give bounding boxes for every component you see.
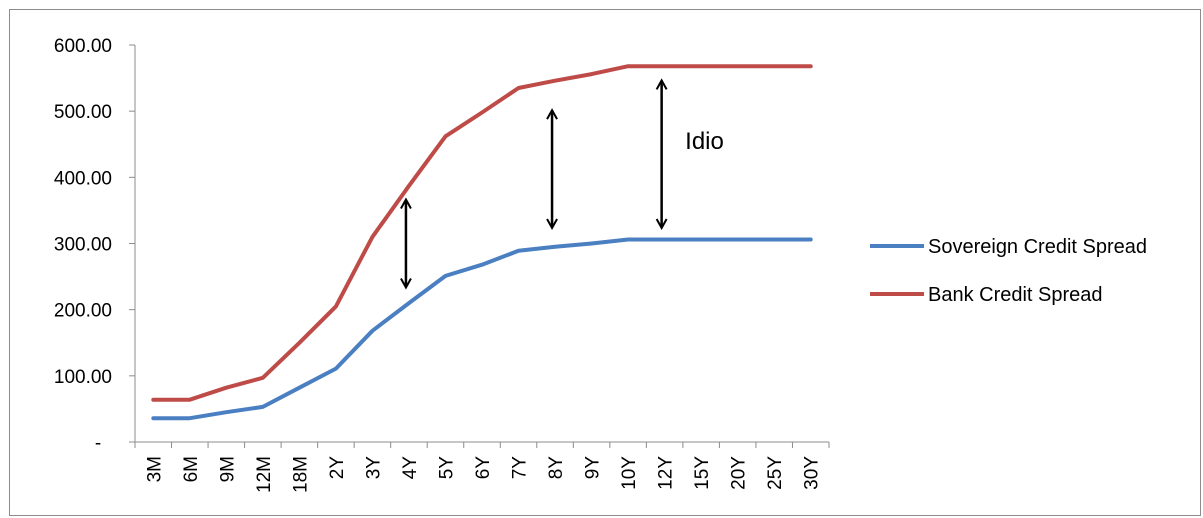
x-tick-label: 18M	[290, 456, 311, 493]
series-lines	[151, 64, 813, 421]
x-tick-label: 30Y	[802, 456, 823, 490]
y-tick-label: 400.00	[54, 168, 112, 189]
chart-frame	[9, 9, 1201, 516]
x-tick-label: 3Y	[363, 456, 384, 480]
x-tick-label: 12M	[254, 456, 275, 493]
x-tick-label: 5Y	[436, 456, 457, 480]
y-tick-label: 500.00	[54, 102, 112, 123]
series-line-0	[151, 237, 813, 421]
x-tick-label: 6M	[181, 456, 202, 482]
axes: - 100.00 200.00 300.00 400.00 500.00 600.00 3M 6…	[54, 36, 830, 493]
x-tick-label: 20Y	[729, 456, 750, 490]
x-tick-label: 15Y	[692, 456, 713, 490]
x-tick-label: 3M	[144, 456, 165, 482]
x-tick-label: 12Y	[656, 456, 677, 490]
y-tick-label: 100.00	[54, 367, 112, 388]
x-tick-label: 8Y	[546, 456, 567, 480]
x-tick-label: 9Y	[583, 456, 604, 480]
legend-label-0: Sovereign Credit Spread	[928, 236, 1147, 258]
x-tick-label: 25Y	[765, 456, 786, 490]
annotations: Idio	[406, 81, 724, 286]
y-tick-label: -	[95, 433, 101, 454]
annotation-label: Idio	[685, 128, 724, 155]
x-tick-label: 4Y	[400, 456, 421, 480]
x-tick-label: 6Y	[473, 456, 494, 480]
y-tick-label: 600.00	[54, 36, 112, 57]
legend-label-1: Bank Credit Spread	[928, 284, 1103, 306]
x-tick-label: 7Y	[510, 456, 531, 480]
series-line-1	[151, 64, 813, 402]
y-tick-label: 200.00	[54, 301, 112, 322]
x-tick-label: 2Y	[327, 456, 348, 480]
x-tick-label: 9M	[217, 456, 238, 482]
y-tick-label: 300.00	[54, 235, 112, 256]
x-tick-label: 10Y	[619, 456, 640, 490]
legend: Sovereign Credit Spread Bank Credit Sprea…	[870, 236, 1147, 306]
